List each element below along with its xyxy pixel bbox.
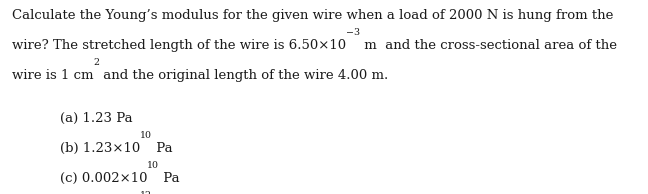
Text: m  and the cross-sectional area of the: m and the cross-sectional area of the <box>360 39 617 52</box>
Text: 2: 2 <box>93 58 99 67</box>
Text: and the original length of the wire 4.00 m.: and the original length of the wire 4.00… <box>99 69 388 82</box>
Text: Pa: Pa <box>159 172 179 185</box>
Text: Pa: Pa <box>152 142 172 155</box>
Text: 12: 12 <box>140 191 152 194</box>
Text: 10: 10 <box>140 131 152 140</box>
Text: (a) 1.23 Pa: (a) 1.23 Pa <box>60 112 132 125</box>
Text: (c) 0.002×10: (c) 0.002×10 <box>60 172 147 185</box>
Text: wire? The stretched length of the wire is 6.50×10: wire? The stretched length of the wire i… <box>12 39 346 52</box>
Text: Calculate the Young’s modulus for the given wire when a load of 2000 N is hung f: Calculate the Young’s modulus for the gi… <box>12 9 613 22</box>
Text: (b) 1.23×10: (b) 1.23×10 <box>60 142 140 155</box>
Text: wire is 1 cm: wire is 1 cm <box>12 69 93 82</box>
Text: 10: 10 <box>147 161 159 170</box>
Text: −3: −3 <box>346 28 360 37</box>
